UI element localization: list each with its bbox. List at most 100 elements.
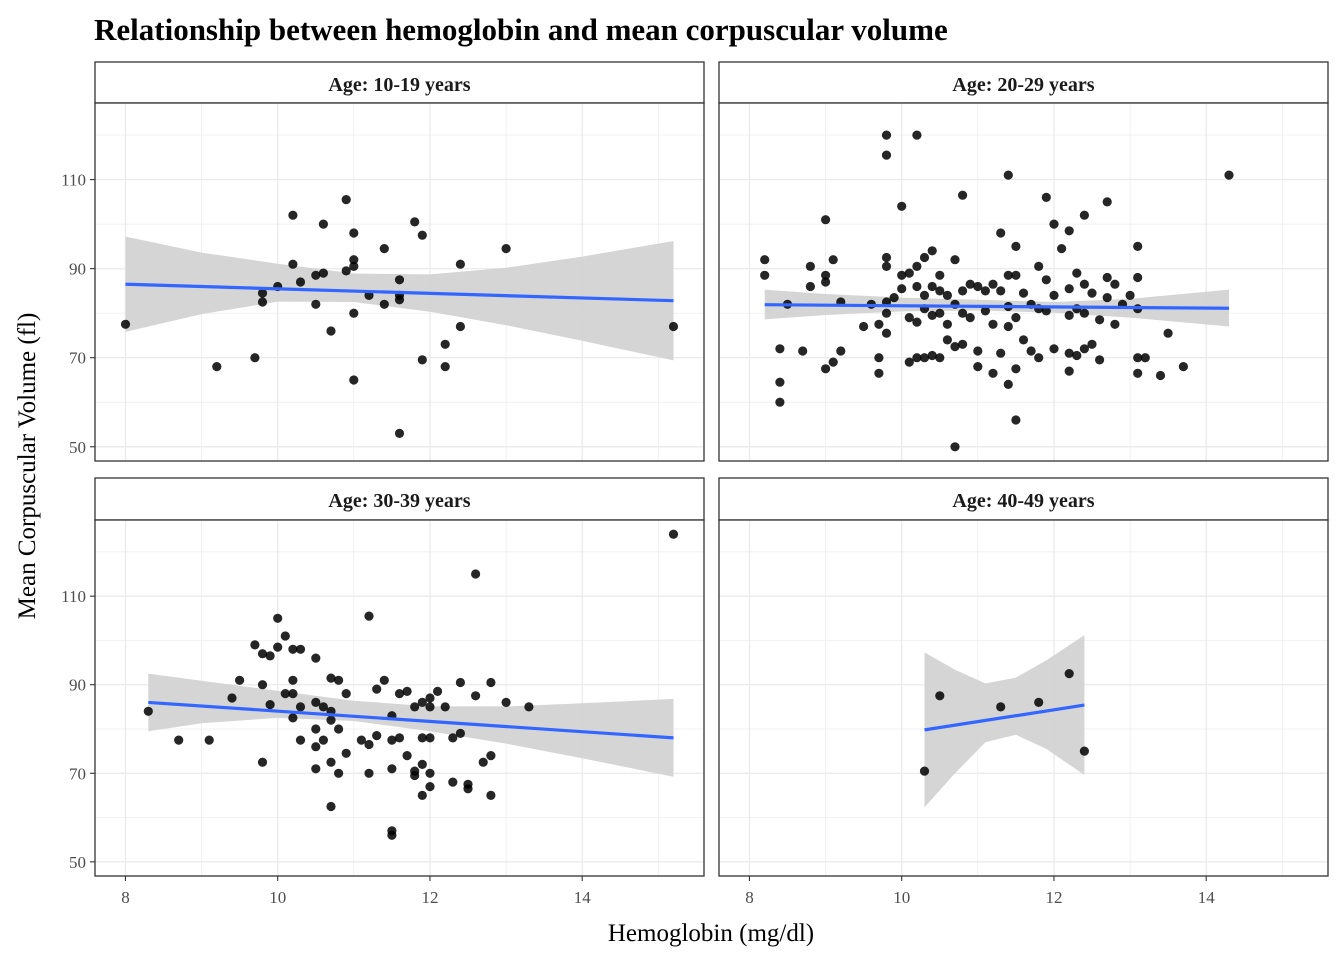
x-tick-label: 12: [1045, 888, 1062, 907]
panel-border: [94, 519, 705, 877]
data-point: [288, 259, 298, 269]
data-point: [120, 319, 131, 329]
data-point: [448, 733, 458, 743]
data-point: [455, 321, 465, 332]
data-point: [980, 306, 991, 316]
data-point: [318, 735, 328, 745]
data-point: [904, 357, 914, 367]
data-point: [288, 713, 298, 723]
data-point: [326, 757, 336, 767]
data-point: [387, 764, 397, 774]
data-point: [760, 255, 770, 265]
data-point: [950, 255, 960, 265]
data-point: [280, 689, 290, 699]
data-point: [349, 375, 359, 385]
data-point: [425, 782, 435, 792]
data-point: [1133, 272, 1143, 283]
data-point: [988, 368, 998, 378]
data-point: [174, 735, 184, 745]
data-point: [311, 299, 321, 309]
data-point: [935, 286, 945, 296]
data-point: [1034, 353, 1044, 363]
data-point: [1125, 290, 1135, 300]
data-point: [1079, 746, 1089, 756]
data-point: [250, 353, 260, 363]
data-point: [996, 348, 1006, 358]
data-point: [935, 270, 945, 280]
data-point: [912, 353, 922, 363]
data-point: [379, 299, 389, 309]
data-point: [341, 266, 351, 276]
x-tick-label: 8: [121, 888, 130, 907]
data-point: [379, 244, 389, 254]
y-tick-label: 90: [69, 260, 86, 279]
data-point: [1102, 293, 1112, 303]
data-point: [311, 270, 321, 280]
data-point: [1003, 379, 1013, 389]
data-point: [1011, 270, 1021, 280]
data-point: [235, 675, 245, 685]
y-axis-title: Mean Corpuscular Volume (fl): [14, 313, 41, 620]
data-point: [1018, 335, 1029, 345]
data-point: [897, 270, 907, 280]
data-point: [912, 281, 922, 292]
data-point: [372, 684, 382, 694]
data-point: [326, 715, 336, 725]
data-point: [1026, 346, 1036, 356]
chart-panels: Age: 10-19 years Age: 20-29 years Age: 30-…: [94, 61, 1329, 877]
data-point: [326, 673, 336, 683]
data-point: [372, 731, 382, 741]
data-point: [402, 751, 412, 761]
data-point: [440, 702, 450, 712]
data-point: [821, 277, 831, 287]
data-point: [1087, 288, 1097, 298]
data-point: [942, 335, 953, 345]
data-point: [288, 675, 298, 685]
data-point: [1095, 355, 1105, 365]
data-point: [821, 215, 831, 225]
data-point: [394, 428, 405, 438]
data-point: [836, 346, 846, 356]
facet-panel: Age: 40-49 years: [718, 477, 1329, 877]
data-point: [1011, 415, 1021, 425]
data-point: [1057, 244, 1067, 254]
data-point: [440, 362, 450, 372]
data-point: [775, 397, 785, 407]
data-point: [821, 270, 831, 280]
data-point: [349, 261, 359, 271]
data-point: [143, 706, 153, 716]
data-point: [668, 529, 679, 539]
facet-panel: Age: 10-19 years: [94, 61, 705, 462]
data-point: [874, 319, 884, 329]
data-point: [942, 319, 953, 329]
data-point: [1034, 261, 1044, 271]
data-point: [280, 631, 290, 641]
data-point: [965, 279, 975, 289]
data-point: [805, 261, 816, 271]
data-point: [425, 733, 435, 743]
data-point: [341, 748, 351, 758]
facet-strip-label: Age: 20-29 years: [952, 74, 1094, 96]
data-point: [1079, 308, 1089, 318]
y-tick-label: 70: [69, 764, 86, 783]
data-point: [387, 735, 397, 745]
x-tick-label: 10: [893, 888, 910, 907]
panel-border: [94, 102, 705, 462]
data-point: [958, 308, 968, 318]
facet-strip-label: Age: 10-19 years: [328, 74, 470, 96]
data-point: [1049, 290, 1059, 300]
data-point: [912, 317, 922, 327]
confidence-band: [148, 673, 674, 777]
data-point: [1041, 275, 1051, 285]
data-point: [1064, 284, 1074, 294]
panel-border: [718, 102, 1329, 462]
regression-line: [764, 303, 1230, 310]
facet-panel: Age: 20-29 years: [718, 61, 1329, 462]
data-point: [387, 830, 397, 840]
data-point: [1072, 350, 1082, 361]
data-point: [1064, 348, 1074, 358]
data-point: [881, 252, 892, 263]
x-tick-label: 8: [745, 888, 754, 907]
data-point: [874, 353, 884, 363]
data-point: [1133, 353, 1143, 363]
